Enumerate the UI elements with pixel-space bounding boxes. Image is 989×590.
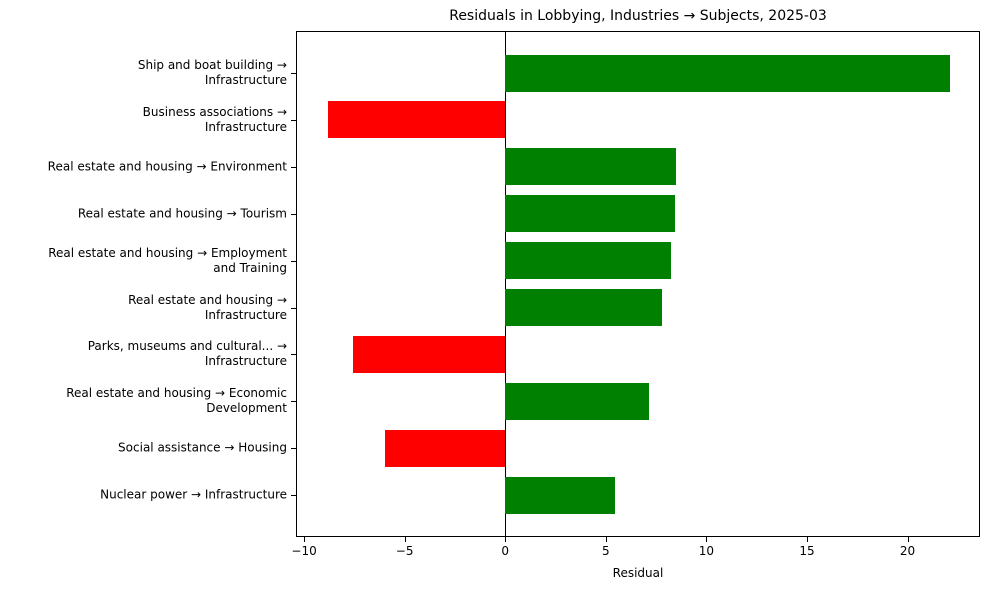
y-tick-label: Social assistance → Housing — [118, 440, 287, 455]
plot-area — [296, 31, 980, 537]
zero-line — [505, 32, 507, 536]
y-tick — [291, 260, 296, 262]
chart-title: Residuals in Lobbying, Industries → Subj… — [449, 8, 827, 24]
y-tick — [291, 73, 296, 74]
bar — [353, 335, 506, 373]
bar — [328, 101, 506, 139]
x-tick-label: −10 — [291, 544, 317, 558]
x-tick — [404, 537, 406, 542]
y-tick-label: Ship and boat building → Infrastructure — [137, 58, 287, 87]
bar — [505, 289, 663, 326]
x-tick-label: 10 — [698, 544, 715, 558]
x-tick-label: 0 — [501, 544, 510, 558]
y-tick — [291, 166, 296, 168]
y-tick-label: Business associations → Infrastructure — [142, 104, 287, 134]
y-tick-label: Real estate and housing → Economic Devel… — [66, 386, 287, 416]
y-tick — [291, 401, 296, 403]
bar — [505, 54, 950, 92]
x-tick-label: 20 — [899, 544, 916, 558]
bar — [384, 429, 506, 467]
x-axis-label: Residual — [612, 566, 664, 580]
y-tick — [291, 354, 296, 356]
x-tick — [806, 537, 808, 542]
y-tick — [291, 119, 296, 121]
x-tick — [304, 537, 306, 542]
bar — [505, 148, 677, 186]
y-tick-label: Real estate and housing → Infrastructure — [128, 292, 287, 322]
bar — [505, 195, 676, 233]
y-tick-label: Real estate and housing → Tourism — [77, 206, 287, 221]
bar — [505, 476, 615, 514]
x-tick — [907, 537, 909, 542]
x-tick-label: 5 — [601, 544, 610, 558]
y-tick — [291, 448, 296, 450]
x-tick — [706, 537, 708, 542]
y-tick — [291, 307, 296, 309]
y-tick-label: Parks, museums and cultural... → Infrast… — [87, 339, 287, 369]
y-tick-label: Real estate and housing → Environment — [47, 159, 287, 174]
y-tick — [291, 495, 296, 497]
x-tick-label: 15 — [799, 544, 815, 558]
x-tick — [605, 537, 607, 542]
y-tick — [291, 213, 296, 215]
y-tick-label: Nuclear power → Infrastructure — [100, 487, 287, 502]
y-tick-label: Real estate and housing → Employment and… — [48, 245, 287, 275]
x-tick — [505, 537, 507, 542]
bar — [505, 382, 650, 420]
bar — [505, 242, 672, 280]
x-tick-label: −5 — [395, 544, 414, 558]
